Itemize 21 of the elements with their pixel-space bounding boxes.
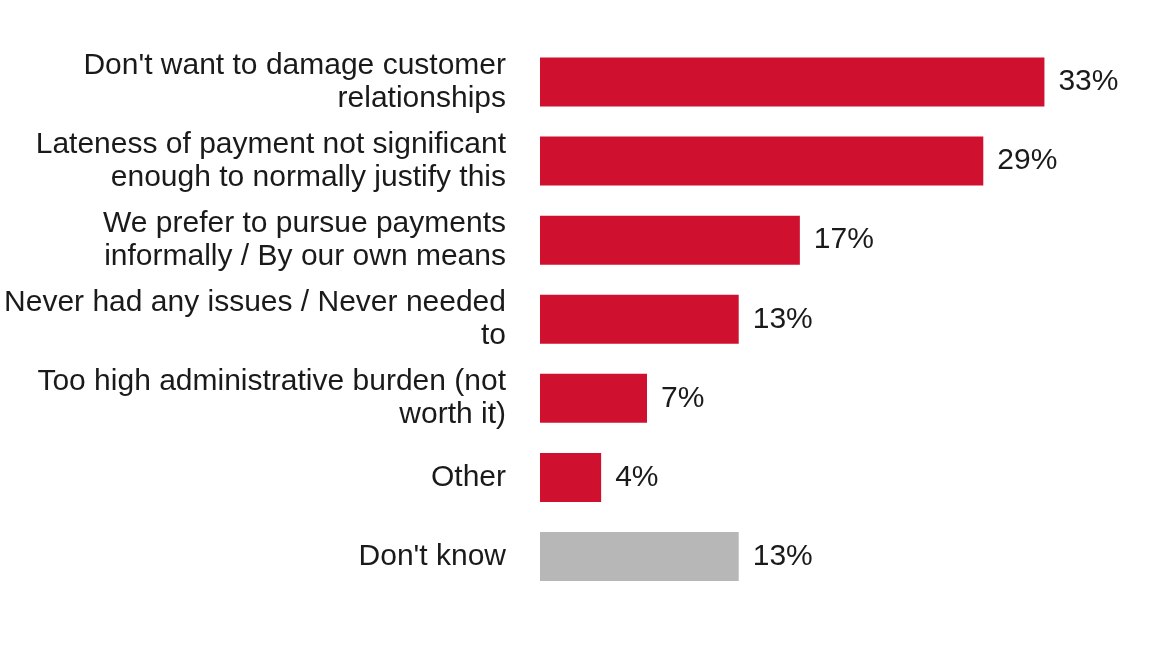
data-label: 7%	[661, 379, 705, 413]
bar	[540, 531, 739, 581]
data-label: 17%	[813, 221, 874, 255]
y-tick-label: Don't want to damage customer relationships	[83, 46, 507, 113]
data-label: 33%	[1058, 63, 1119, 97]
data-label: 4%	[615, 458, 659, 492]
bar	[540, 294, 739, 344]
bar	[540, 57, 1045, 107]
bar	[540, 373, 647, 423]
bar	[540, 215, 800, 265]
y-tick-label: Never had any issues / Never needed to	[4, 284, 506, 351]
y-tick-label: Lateness of payment not significant enough to normally justify this	[35, 125, 507, 192]
y-tick-label: Other	[430, 458, 507, 492]
data-label: 13%	[752, 300, 813, 334]
bar	[540, 452, 602, 502]
y-tick-label: Don't know	[358, 537, 507, 571]
y-tick-label: Too high administrative burden (not worth it)	[37, 363, 507, 430]
data-label: 13%	[752, 537, 813, 571]
bar	[540, 136, 984, 186]
y-tick-label: We prefer to pursue payments informally / By our own means	[103, 204, 506, 271]
data-label: 29%	[997, 142, 1058, 176]
